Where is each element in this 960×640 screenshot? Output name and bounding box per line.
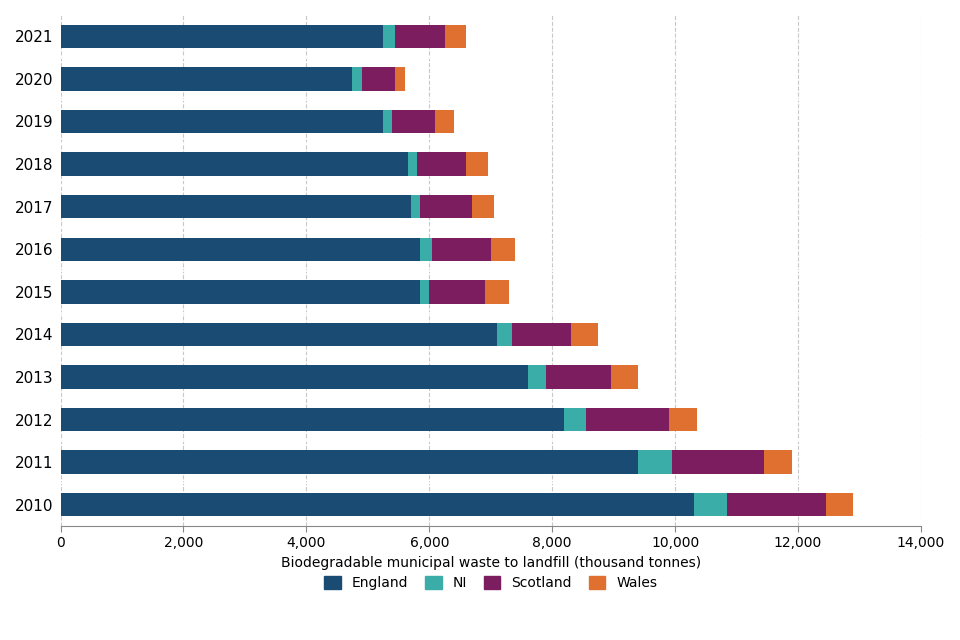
Bar <box>60 152 408 176</box>
Bar <box>60 280 420 303</box>
Bar <box>420 237 432 261</box>
Bar <box>60 109 383 133</box>
Bar <box>362 67 396 91</box>
Bar <box>60 237 420 261</box>
X-axis label: Biodegradable municipal waste to landfill (thousand tonnes): Biodegradable municipal waste to landfil… <box>280 556 701 570</box>
Bar <box>60 365 528 388</box>
Bar <box>638 451 672 474</box>
Bar <box>60 195 411 218</box>
Bar <box>444 24 467 48</box>
Bar <box>467 152 488 176</box>
Bar <box>411 195 420 218</box>
Bar <box>60 323 497 346</box>
Bar <box>393 109 436 133</box>
Bar <box>383 24 396 48</box>
Bar <box>693 493 728 516</box>
Bar <box>352 67 362 91</box>
Bar <box>570 323 598 346</box>
Bar <box>429 280 485 303</box>
Bar <box>383 109 393 133</box>
Bar <box>611 365 638 388</box>
Bar <box>60 493 693 516</box>
Bar <box>672 451 764 474</box>
Bar <box>472 195 493 218</box>
Bar <box>60 408 564 431</box>
Bar <box>60 451 638 474</box>
Bar <box>60 24 383 48</box>
Bar <box>408 152 417 176</box>
Legend: England, NI, Scotland, Wales: England, NI, Scotland, Wales <box>319 571 663 596</box>
Bar <box>826 493 853 516</box>
Bar <box>586 408 669 431</box>
Bar <box>436 109 454 133</box>
Bar <box>764 451 792 474</box>
Bar <box>513 323 570 346</box>
Bar <box>497 323 513 346</box>
Bar <box>528 365 546 388</box>
Bar <box>60 67 352 91</box>
Bar <box>564 408 586 431</box>
Bar <box>432 237 491 261</box>
Bar <box>669 408 697 431</box>
Bar <box>396 67 405 91</box>
Bar <box>420 195 472 218</box>
Bar <box>396 24 444 48</box>
Bar <box>546 365 611 388</box>
Bar <box>728 493 826 516</box>
Bar <box>485 280 509 303</box>
Bar <box>491 237 516 261</box>
Bar <box>417 152 467 176</box>
Bar <box>420 280 429 303</box>
